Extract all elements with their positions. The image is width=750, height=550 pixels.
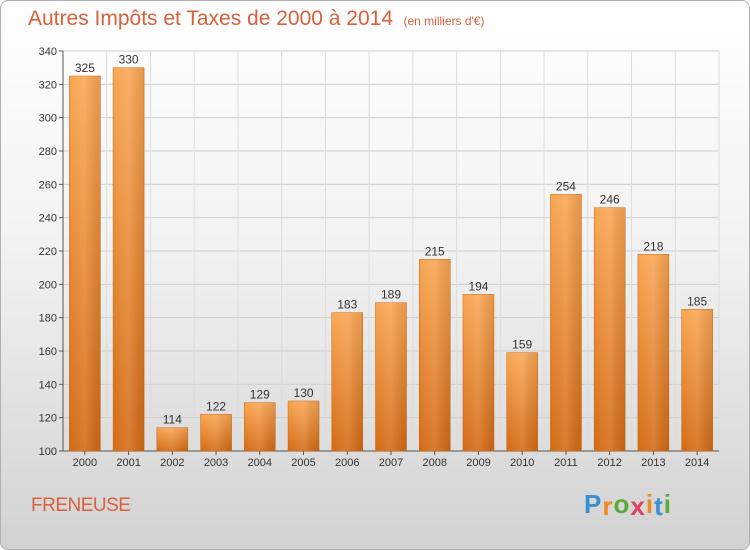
y-tick-label: 260 [39, 179, 57, 191]
value-label: 130 [294, 386, 314, 400]
x-tick-label: 2012 [597, 457, 621, 469]
x-tick-label: 2002 [160, 457, 184, 469]
y-tick-label: 300 [39, 113, 57, 125]
x-tick-label: 2008 [422, 457, 446, 469]
chart-title: Autres Impôts et Taxes de 2000 à 2014 [28, 7, 394, 30]
bar-shine [375, 302, 407, 451]
bar-shine [637, 254, 669, 451]
title-row: Autres Impôts et Taxes de 2000 à 2014 (e… [28, 7, 484, 31]
x-tick-label: 2003 [204, 457, 228, 469]
value-label: 246 [600, 193, 620, 207]
y-tick-label: 160 [39, 346, 57, 358]
bar-shine [331, 312, 363, 451]
y-tick-label: 120 [39, 413, 57, 425]
logo-letter: i [645, 489, 655, 519]
bar-shine [156, 427, 188, 451]
logo-letter: t [654, 491, 664, 521]
bar-shine [681, 309, 713, 451]
value-label: 185 [687, 294, 707, 308]
x-tick-label: 2004 [248, 457, 272, 469]
y-tick-label: 140 [39, 379, 57, 391]
value-label: 325 [75, 61, 95, 75]
bar-shine [244, 402, 276, 451]
x-tick-label: 2014 [685, 457, 709, 469]
value-label: 129 [250, 388, 270, 402]
y-tick-label: 320 [39, 79, 57, 91]
x-tick-label: 2000 [73, 457, 97, 469]
x-tick-label: 2006 [335, 457, 359, 469]
bar-shine [550, 194, 582, 452]
logo-letter: o [613, 489, 631, 519]
y-tick-label: 240 [39, 213, 57, 225]
commune-name: FRENEUSE [31, 495, 131, 516]
proxiti-logo: Proxiti [584, 489, 672, 521]
x-tick-label: 2009 [466, 457, 490, 469]
value-label: 122 [206, 399, 226, 413]
y-tick-label: 200 [39, 279, 57, 291]
value-label: 218 [643, 239, 663, 253]
value-label: 183 [337, 298, 357, 312]
x-tick-label: 2005 [291, 457, 315, 469]
x-tick-label: 2007 [379, 457, 403, 469]
bar-shine [200, 414, 232, 451]
bars [69, 67, 713, 452]
bar-shine [462, 294, 494, 451]
data-labels: 325 330 114 122 129 130 183 189 215 194 159 254 246 2… [75, 53, 708, 427]
chart-subtitle: (en milliers d'€) [403, 14, 485, 28]
value-label: 114 [163, 413, 182, 427]
value-label: 254 [556, 179, 576, 193]
x-tick-label: 2013 [641, 457, 665, 469]
value-label: 159 [512, 338, 532, 352]
y-tick-label: 180 [39, 313, 57, 325]
x-tick-label: 2010 [510, 457, 534, 469]
bar-shine [113, 67, 145, 452]
y-tick-label: 220 [39, 246, 57, 258]
value-label: 189 [381, 288, 401, 302]
logo-letter: x [630, 491, 646, 521]
logo-letter: P [584, 489, 603, 519]
y-tick-label: 100 [39, 446, 57, 458]
bar-shine [506, 352, 538, 451]
y-tick-label: 340 [39, 46, 57, 58]
bar-shine [69, 76, 101, 451]
y-tick-label: 280 [39, 146, 57, 158]
value-label: 215 [425, 244, 445, 258]
x-tick-label: 2011 [554, 457, 578, 469]
logo-letter: r [602, 491, 614, 521]
logo-letter: i [663, 489, 672, 519]
bar-shine [594, 207, 626, 451]
bar-shine [288, 401, 320, 451]
bar-shine [419, 259, 451, 451]
value-label: 194 [468, 279, 488, 293]
x-tick-label: 2001 [116, 457, 140, 469]
value-label: 330 [119, 53, 139, 67]
